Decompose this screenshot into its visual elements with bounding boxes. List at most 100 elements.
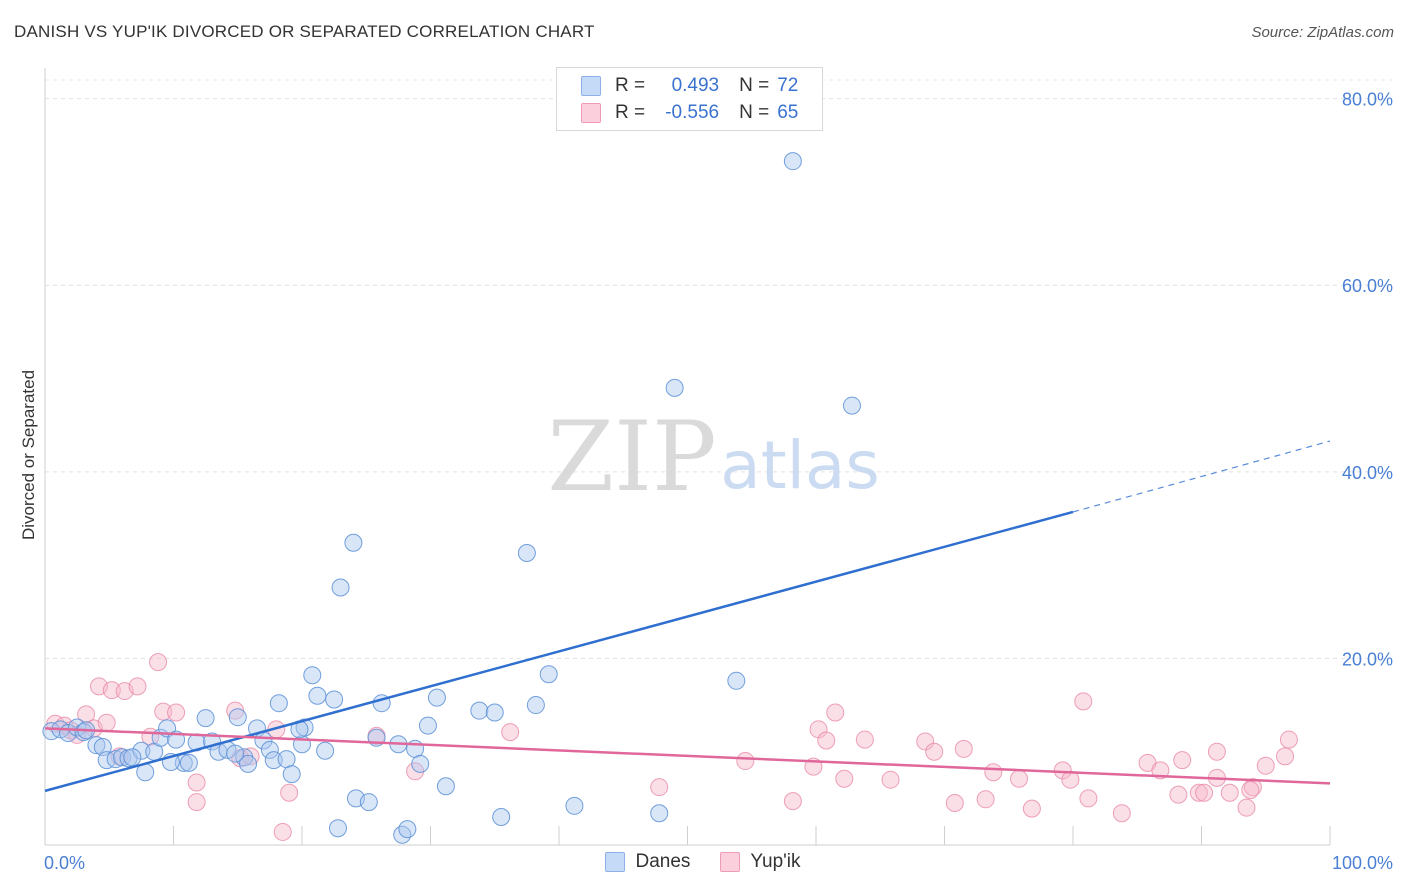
yupik-point (1074, 692, 1093, 711)
yupik-point (1243, 778, 1262, 797)
grid-lines (45, 79, 1392, 659)
yupik-point (167, 703, 186, 722)
danes-point (277, 750, 296, 769)
danes-point (308, 686, 327, 705)
danes-point (316, 741, 335, 760)
axes (44, 68, 1331, 846)
legend-n-label: N = (739, 102, 770, 123)
yupik-point (736, 752, 755, 771)
yupik-point (128, 677, 147, 696)
yupik-swatch (720, 852, 741, 872)
stats-legend: R = 0.493 N = 72 R = -0.556 N = 65 (556, 67, 823, 131)
x-tick-label: 0.0% (44, 853, 85, 873)
danes-point (783, 152, 802, 171)
chart-title: DANISH VS YUP'IK DIVORCED OR SEPARATED C… (14, 22, 595, 41)
yupik-point (826, 703, 845, 722)
legend-r-label: R = (615, 75, 646, 96)
yupik-point (855, 730, 874, 749)
legend-r-value: 0.493 (671, 75, 720, 96)
danes-point (398, 820, 417, 839)
danes-point (393, 825, 412, 844)
danes-point (196, 709, 215, 728)
danes-point (359, 793, 378, 812)
yupik-trend-line (44, 727, 1331, 785)
danes-trend-line (44, 510, 1074, 793)
yupik-point (954, 739, 973, 758)
danes-point (328, 819, 347, 838)
danes-point (113, 748, 132, 767)
danes-point (74, 723, 93, 742)
legend-swatch-yupik (581, 103, 601, 123)
danes-point (842, 396, 861, 415)
yupik-point (1112, 804, 1131, 823)
danes-point (264, 751, 283, 770)
yupik-point (280, 783, 299, 802)
danes-point (485, 703, 504, 722)
yupik-point (1207, 742, 1226, 761)
legend-swatch-danes (581, 76, 601, 96)
yupik-point (77, 705, 96, 724)
danes-point (526, 696, 545, 715)
y-tick-label: 60.0% (1342, 276, 1393, 296)
danes-point (470, 701, 489, 720)
yupik-point (1256, 756, 1275, 775)
source-credit: Source: ZipAtlas.com (1251, 24, 1394, 41)
danes-point (517, 543, 536, 562)
yupik-point (1241, 780, 1260, 799)
yupik-point (1276, 747, 1295, 766)
yupik-point (273, 822, 292, 841)
danes-point (260, 740, 279, 759)
yupik-point (925, 742, 944, 761)
danes-point (565, 796, 584, 815)
yupik-point (1189, 783, 1208, 802)
yupik-point (102, 681, 121, 700)
danes-point (282, 765, 301, 784)
danes-point (418, 716, 437, 735)
danes-point (411, 754, 430, 773)
yupik-point (97, 713, 116, 732)
trend-lines (44, 440, 1331, 793)
legend-r-label: R = (615, 102, 646, 123)
danes-point (492, 808, 511, 827)
danes-point (97, 751, 116, 770)
danes-point (344, 533, 363, 552)
yupik-point (835, 769, 854, 788)
y-tick-label: 20.0% (1342, 649, 1393, 669)
y-axis-label: Divorced or Separated (19, 370, 38, 540)
y-tick-label: 40.0% (1342, 463, 1393, 483)
danes-point (303, 666, 322, 685)
yupik-point (501, 723, 520, 742)
legend-row-danes: R = 0.493 N = 72 (581, 73, 798, 99)
yupik-point (187, 773, 206, 792)
yupik-point (1220, 783, 1239, 802)
danes-point (539, 665, 558, 684)
danes-point (331, 578, 350, 597)
danes-point (132, 741, 151, 760)
danes-point (665, 378, 684, 397)
danes-point (226, 744, 245, 763)
danes-label: Danes (635, 851, 691, 872)
legend-item-danes[interactable]: Danes (605, 851, 690, 873)
legend-row-yupik: R = -0.556 N = 65 (581, 100, 798, 126)
danes-point (650, 804, 669, 823)
danes-point (239, 754, 258, 773)
yupik-point (916, 732, 935, 751)
yupik-label: Yup'ik (750, 851, 801, 872)
yupik-point (1010, 769, 1029, 788)
yupik-point (1237, 798, 1256, 817)
watermark: ZIP atlas (547, 401, 879, 513)
legend-item-yupik[interactable]: Yup'ik (720, 851, 801, 873)
yupik-point (1151, 761, 1170, 780)
watermark-zip: ZIP (547, 401, 716, 513)
x-tick-label: 100.0% (1332, 853, 1393, 873)
legend-r-value: -0.556 (665, 102, 720, 123)
watermark-atlas: atlas (720, 427, 880, 504)
yupik-point (154, 702, 173, 721)
yupik-point (783, 792, 802, 811)
danes-trend-extension (1072, 440, 1331, 513)
yupik-point (881, 770, 900, 789)
yupik-point (241, 747, 260, 766)
yupik-point (1195, 783, 1214, 802)
yupik-point (945, 794, 964, 813)
